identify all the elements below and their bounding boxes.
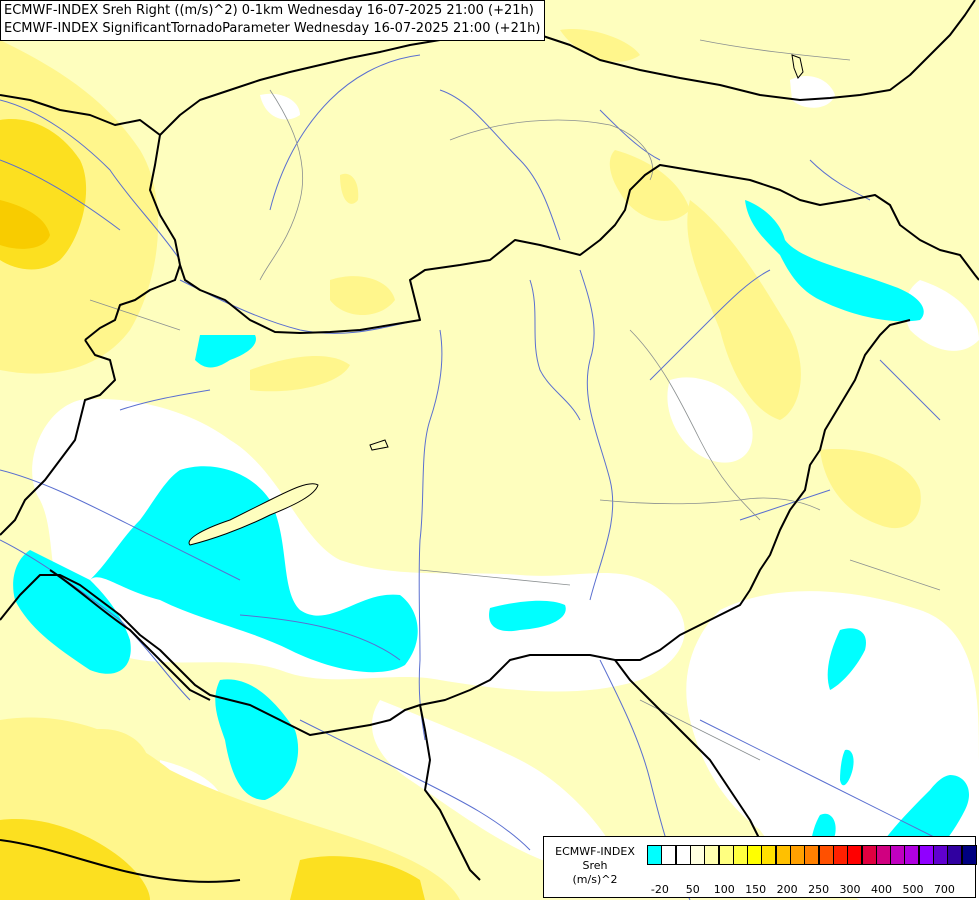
legend-tick-label: 500 [902,883,924,896]
legend-swatch [761,845,777,865]
legend-swatch [875,845,891,865]
legend-swatch [689,845,705,865]
legend-title-line-1: ECMWF-INDEX [555,845,635,858]
legend-swatch [947,845,963,865]
gold-sreh-areas [0,119,425,900]
legend-swatch [890,845,906,865]
legend-swatch [647,845,662,865]
legend-tick-label: 400 [871,883,893,896]
legend-title-line-2: Sreh [582,859,608,872]
color-legend: ECMWF-INDEX Sreh (m/s)^2 -20 50 100 150 200 2… [543,836,977,898]
legend-swatch [832,845,848,865]
title-line-1: ECMWF-INDEX Sreh Right ((m/s)^2) 0-1km W… [4,3,534,18]
legend-swatch [961,845,977,865]
cyan-sreh-areas [13,200,970,887]
legend-swatch [718,845,734,865]
legend-tick-label: 300 [839,883,861,896]
legend-swatch [661,845,677,865]
legend-tick-label: 250 [808,883,830,896]
legend-swatch [775,845,791,865]
legend-swatch [804,845,820,865]
legend-tick-label: -20 [650,883,669,896]
legend-swatch [933,845,948,865]
legend-swatch [904,845,920,865]
legend-tick-label: 50 [685,883,700,896]
legend-swatch [818,845,834,865]
legend-swatch [747,845,763,865]
legend-swatch [704,845,720,865]
map-title-box: ECMWF-INDEX Sreh Right ((m/s)^2) 0-1km W… [0,0,546,41]
lakes [188,54,804,546]
legend-tick-label: 100 [713,883,735,896]
legend-title-line-3: (m/s)^2 [572,873,618,886]
title-line-2: ECMWF-INDEX SignificantTornadoParameter … [4,21,541,36]
admin-boundaries [89,39,941,761]
legend-tick-label: 200 [776,883,798,896]
legend-title: ECMWF-INDEX Sreh (m/s)^2 [546,845,644,887]
legend-swatch [790,845,805,865]
legend-swatch [861,845,877,865]
legend-tick-label: 150 [745,883,767,896]
legend-swatch [675,845,691,865]
legend-swatch [918,845,934,865]
legend-swatch [847,845,863,865]
legend-swatch [732,845,748,865]
legend-tick-label: 700 [933,883,955,896]
